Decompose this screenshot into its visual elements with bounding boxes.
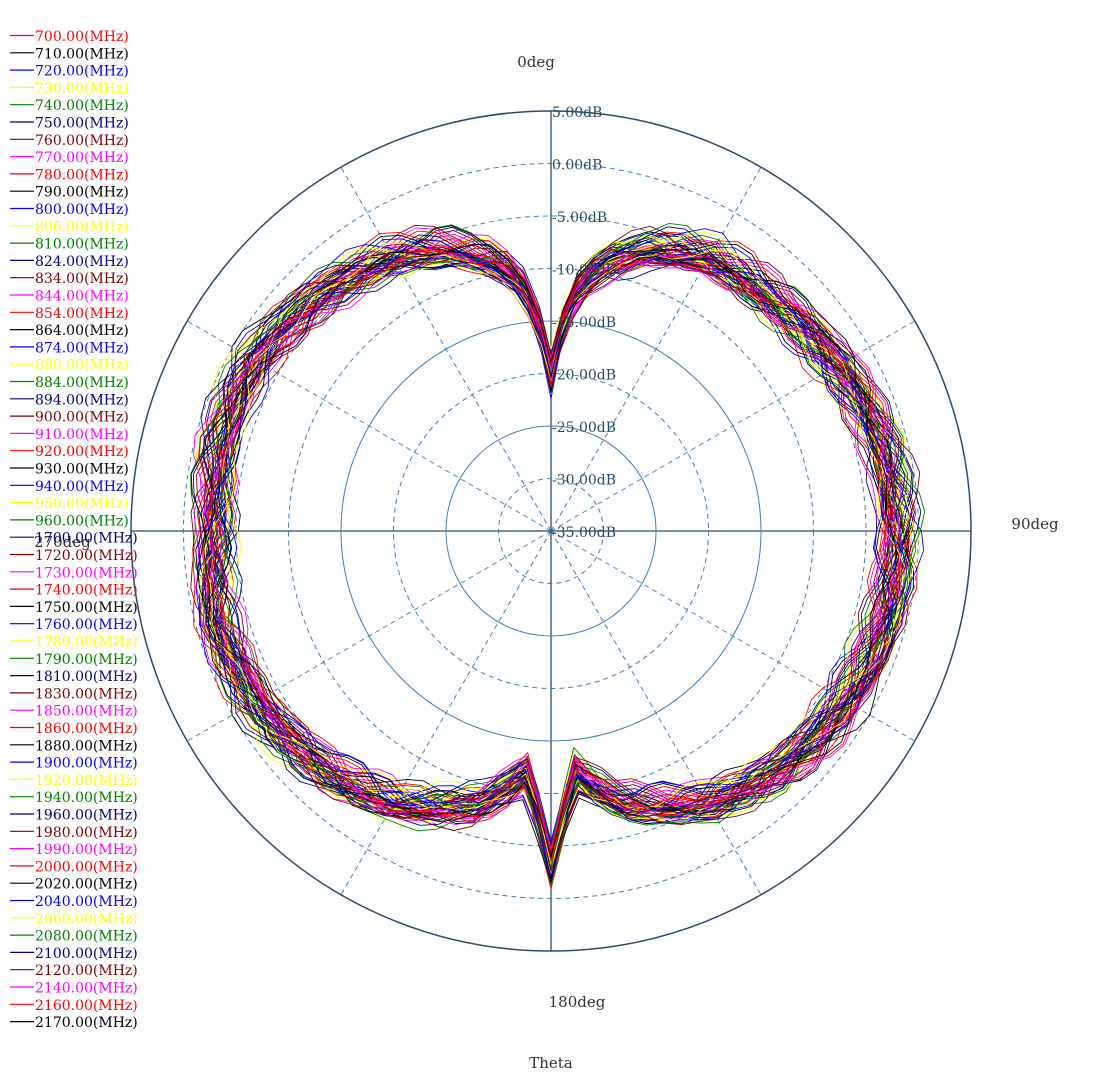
series-group bbox=[190, 222, 926, 889]
legend: 700.00(MHz)710.00(MHz) 720.00(MHz)730.00(… bbox=[10, 29, 138, 1031]
series-line-56 bbox=[207, 249, 892, 853]
legend-label-19: 880.00(MHz) bbox=[35, 358, 129, 374]
legend-label-21: 894.00(MHz) bbox=[35, 392, 129, 408]
legend-label-7: 770.00(MHz) bbox=[35, 150, 129, 166]
legend-label-17: 864.00(MHz) bbox=[35, 323, 129, 339]
legend-label-14: 834.00(MHz) bbox=[35, 271, 129, 287]
legend-label-55: 2140.00(MHz) bbox=[35, 981, 138, 997]
ring-3 bbox=[288, 268, 814, 794]
angle-label-0: 0deg bbox=[517, 53, 555, 71]
legend-label-49: 2020.00(MHz) bbox=[35, 877, 138, 893]
legend-label-41: 1880.00(MHz) bbox=[35, 738, 138, 754]
legend-label-33: 1750.00(MHz) bbox=[35, 600, 138, 616]
legend-label-39: 1850.00(MHz) bbox=[35, 704, 138, 720]
radial-tick-label-4: -15.00dB bbox=[552, 315, 616, 331]
legend-label-42: 1900.00(MHz) bbox=[35, 756, 138, 772]
legend-label-32: 1740.00(MHz) bbox=[35, 583, 138, 599]
angle-labels: 0deg 90deg 180deg 270deg bbox=[34, 53, 1059, 1011]
legend-label-52: 2080.00(MHz) bbox=[35, 929, 138, 945]
radial-tick-label-3: -10.00dB bbox=[552, 263, 616, 279]
radial-tick-label-8: -35.00dB bbox=[552, 525, 616, 541]
series-line-55 bbox=[212, 252, 897, 849]
legend-label-29: 1700.00(MHz) bbox=[35, 531, 138, 547]
series-line-53 bbox=[205, 226, 922, 880]
legend-label-27: 950.00(MHz) bbox=[35, 496, 129, 512]
legend-label-11: 806.00(MHz) bbox=[35, 219, 129, 235]
legend-label-46: 1980.00(MHz) bbox=[35, 825, 138, 841]
legend-label-3: 730.00(MHz) bbox=[35, 81, 129, 97]
ring-7 bbox=[498, 478, 604, 584]
legend-label-48: 2000.00(MHz) bbox=[35, 859, 138, 875]
x-axis-label: Theta bbox=[529, 1054, 573, 1072]
legend-label-50: 2040.00(MHz) bbox=[35, 894, 138, 910]
legend-label-35: 1780.00(MHz) bbox=[35, 635, 138, 651]
legend-label-44: 1940.00(MHz) bbox=[35, 790, 138, 806]
legend-label-15: 844.00(MHz) bbox=[35, 289, 129, 305]
legend-label-31: 1730.00(MHz) bbox=[35, 565, 138, 581]
legend-label-53: 2100.00(MHz) bbox=[35, 946, 138, 962]
series-line-37 bbox=[210, 246, 902, 853]
radial-tick-labels: 5.00dB 0.00dB -5.00dB -10.00dB -15.00dB -20.0… bbox=[552, 105, 616, 541]
legend-label-45: 1960.00(MHz) bbox=[35, 808, 138, 824]
ring-6 bbox=[445, 425, 657, 637]
series-line-54 bbox=[200, 225, 921, 874]
legend-label-57: 2170.00(MHz) bbox=[35, 1015, 138, 1031]
legend-label-9: 790.00(MHz) bbox=[35, 185, 129, 201]
angle-label-2: 180deg bbox=[549, 993, 606, 1011]
legend-label-36: 1790.00(MHz) bbox=[35, 652, 138, 668]
radial-tick-label-7: -30.00dB bbox=[552, 473, 616, 489]
radial-tick-label-6: -25.00dB bbox=[552, 420, 616, 436]
ring-4 bbox=[340, 320, 762, 742]
ring-2 bbox=[235, 215, 867, 847]
angle-label-3: 270deg bbox=[34, 533, 91, 551]
legend-label-22: 900.00(MHz) bbox=[35, 410, 129, 426]
legend-label-28: 960.00(MHz) bbox=[35, 513, 129, 529]
legend-label-4: 740.00(MHz) bbox=[35, 98, 129, 114]
legend-label-56: 2160.00(MHz) bbox=[35, 998, 138, 1014]
legend-label-24: 920.00(MHz) bbox=[35, 444, 129, 460]
legend-label-25: 930.00(MHz) bbox=[35, 462, 129, 478]
legend-label-23: 910.00(MHz) bbox=[35, 427, 129, 443]
legend-label-5: 750.00(MHz) bbox=[35, 116, 129, 132]
legend-label-16: 854.00(MHz) bbox=[35, 306, 129, 322]
legend-label-26: 940.00(MHz) bbox=[35, 479, 129, 495]
legend-label-37: 1810.00(MHz) bbox=[35, 669, 138, 685]
series-line-49 bbox=[190, 225, 904, 884]
ring-0 bbox=[130, 110, 972, 952]
series-line-30 bbox=[206, 247, 890, 853]
legend-label-43: 1920.00(MHz) bbox=[35, 773, 138, 789]
legend-label-0: 700.00(MHz) bbox=[35, 29, 129, 45]
legend-label-40: 1860.00(MHz) bbox=[35, 721, 138, 737]
radial-tick-label-5: -20.00dB bbox=[552, 368, 616, 384]
legend-label-12: 810.00(MHz) bbox=[35, 237, 129, 253]
legend-label-20: 884.00(MHz) bbox=[35, 375, 129, 391]
radial-tick-label-2: -5.00dB bbox=[552, 210, 607, 226]
series-line-57 bbox=[203, 243, 897, 858]
polar-grid bbox=[130, 110, 972, 952]
series-line-52 bbox=[201, 234, 917, 869]
legend-label-38: 1830.00(MHz) bbox=[35, 686, 138, 702]
legend-label-10: 800.00(MHz) bbox=[35, 202, 129, 218]
radial-tick-label-1: 0.00dB bbox=[552, 158, 602, 174]
legend-label-8: 780.00(MHz) bbox=[35, 167, 129, 183]
legend-label-34: 1760.00(MHz) bbox=[35, 617, 138, 633]
legend-label-51: 2060.00(MHz) bbox=[35, 911, 138, 927]
legend-label-2: 720.00(MHz) bbox=[35, 64, 129, 80]
legend-label-54: 2120.00(MHz) bbox=[35, 963, 138, 979]
legend-label-6: 760.00(MHz) bbox=[35, 133, 129, 149]
radial-tick-label-0: 5.00dB bbox=[552, 105, 602, 121]
legend-label-30: 1720.00(MHz) bbox=[35, 548, 138, 564]
legend-label-1: 710.00(MHz) bbox=[35, 46, 129, 62]
angle-label-1: 90deg bbox=[1011, 515, 1059, 533]
ring-1 bbox=[183, 163, 919, 899]
legend-label-18: 874.00(MHz) bbox=[35, 340, 129, 356]
legend-label-13: 824.00(MHz) bbox=[35, 254, 129, 270]
legend-label-47: 1990.00(MHz) bbox=[35, 842, 138, 858]
